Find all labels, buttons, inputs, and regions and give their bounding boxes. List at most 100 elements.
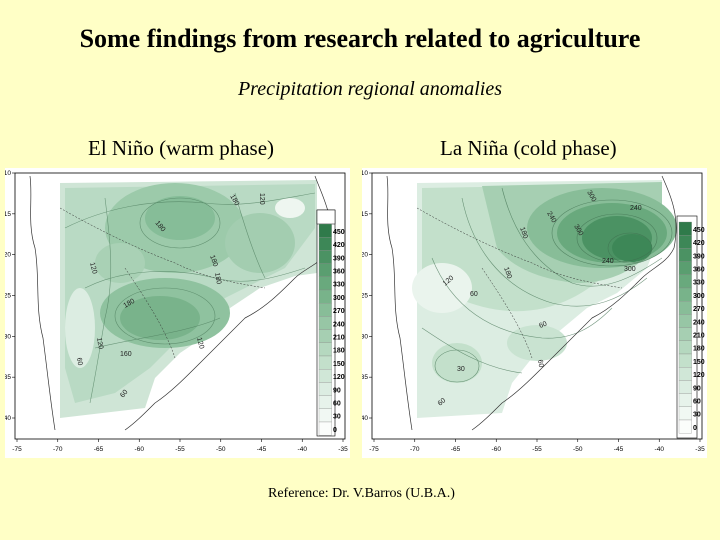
y-tick-label: -40 [362,415,368,422]
y-tick-label: -20 [5,252,11,259]
contour-label: 120 [258,193,265,205]
x-tick-label: -40 [655,446,665,453]
legend-value: 270 [693,306,705,313]
legend-swatch [678,380,692,394]
x-tick-label: -50 [216,446,226,453]
x-tick-label: -70 [53,446,63,453]
legend-swatch [318,382,332,396]
y-tick-label: -25 [5,293,11,300]
legend-swatch [678,261,692,275]
el-nino-map-svg: 180 120 180 180 120 180 180 120 160 60 1… [5,170,348,453]
legend-value: 0 [693,425,697,432]
legend-swatch [678,327,692,341]
legend-swatch [678,301,692,315]
legend-value: 390 [333,255,345,262]
legend-value: 240 [693,319,705,326]
legend-swatch [678,221,692,236]
contour-label: 180 [518,226,529,239]
contour-label: 300 [572,224,584,238]
legend-value: 330 [333,282,345,289]
legend-swatch [318,421,332,436]
legend-value: 30 [333,414,341,421]
x-tick-label: -60 [492,446,502,453]
legend-swatch [318,263,332,277]
legend-swatch [318,369,332,383]
legend-value: 150 [333,361,345,368]
y-tick-label: -15 [5,211,11,218]
contour-label: 60 [536,359,544,368]
y-tick-label: -10 [362,170,368,177]
legend-swatch [678,419,692,434]
el-nino-map: 180 120 180 180 120 180 180 120 160 60 1… [5,168,350,458]
contour-label: 240 [545,211,557,225]
la-nina-label: La Niña (cold phase) [440,136,617,160]
contour-label: 120 [95,337,104,350]
x-tick-label: -50 [573,446,583,453]
y-tick-label: -30 [5,333,11,340]
legend-value: 390 [693,253,705,260]
x-tick-label: -65 [94,446,104,453]
legend-value: 360 [333,269,345,276]
legend-value: 420 [333,242,345,249]
coastline [386,175,677,431]
legend-value: 450 [693,227,705,234]
x-tick-label: -35 [338,446,348,453]
legend-swatch [318,342,332,357]
legend-swatch [678,340,692,355]
x-tick-label: -75 [12,446,22,453]
contour-label-group: 300 180 240 300 240 180 120 60 240 60 30… [437,190,642,408]
legend-swatch [678,353,692,368]
x-tick-label: -40 [298,446,308,453]
precipitation-field [60,180,317,418]
legend-value: 150 [693,359,705,366]
contour-lines [421,187,673,383]
legend-value: 60 [693,399,701,406]
legend-swatch [318,276,332,291]
legend-swatch [318,250,332,264]
legend-value: 120 [333,374,345,381]
legend-value: 210 [333,335,345,342]
y-tick-label: -35 [5,374,11,381]
legend-value: 90 [333,387,341,394]
contour-label: 60 [470,291,478,298]
legend-value: 330 [693,280,705,287]
legend-value: 210 [693,333,705,340]
contour-label: 160 [120,351,132,358]
x-tick-label: -75 [369,446,379,453]
legend-swatch [678,314,692,328]
legend-value: 90 [693,385,701,392]
contour-label: 300 [624,266,636,273]
y-tick-label: -40 [5,415,11,422]
la-nina-map-svg: 300 180 240 300 240 180 120 60 240 60 30… [362,170,705,453]
legend-value: 180 [333,348,345,355]
x-tick-label: -60 [135,446,145,453]
legend-value: 180 [693,346,705,353]
legend-swatch [318,289,332,304]
x-tick-label: -70 [410,446,420,453]
y-tick-label: -35 [362,374,368,381]
slide-title: Some findings from research related to a… [79,24,641,53]
legend-swatch [678,393,692,407]
color-legend: 4504203903603303002702402101801501209060… [316,209,345,437]
legend-value: 300 [333,295,345,302]
legend-value: 0 [333,427,337,434]
legend-swatch [318,329,332,343]
contour-label: 180 [208,254,219,267]
contour-label: 60 [119,389,129,400]
legend-swatch [678,367,692,381]
legend-swatch [318,223,332,238]
legend-swatch [318,355,332,370]
legend-value: 270 [333,308,345,315]
slide-subtitle: Precipitation regional anomalies [237,78,503,100]
legend-swatch [318,316,332,330]
legend-swatch [318,408,332,423]
legend-swatch [678,406,692,421]
la-nina-map: 300 180 240 300 240 180 120 60 240 60 30… [362,168,707,458]
y-tick-label: -25 [362,293,368,300]
x-tick-label: -35 [695,446,705,453]
legend-value: 420 [693,240,705,247]
y-tick-label: -15 [362,211,368,218]
contour-label: 180 [502,266,513,279]
x-tick-label: -45 [257,446,267,453]
legend-swatch [678,235,692,249]
